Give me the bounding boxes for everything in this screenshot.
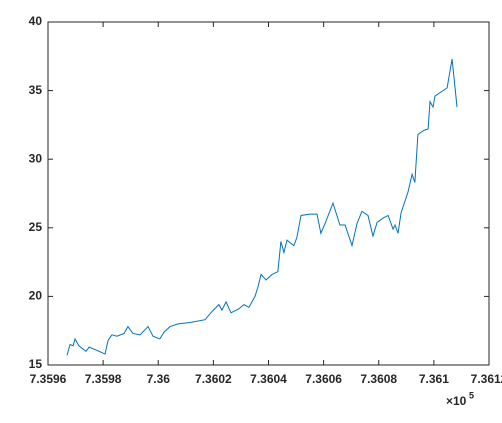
- y-tick-label: 40: [29, 14, 43, 28]
- y-tick-label: 20: [29, 289, 43, 303]
- x-tick-label: 7.3612: [471, 372, 502, 386]
- x-multiplier: ×10: [446, 394, 467, 408]
- data-line: [66, 58, 458, 356]
- x-tick-label: 7.3602: [195, 372, 232, 386]
- x-tick-label: 7.3596: [30, 372, 67, 386]
- plot-box: [47, 21, 490, 366]
- y-tick-label: 15: [29, 357, 43, 371]
- x-tick-label: 7.36: [147, 372, 171, 386]
- x-tick-label: 7.3598: [85, 372, 122, 386]
- x-tick-label: 7.3604: [250, 372, 287, 386]
- y-tick-label: 35: [29, 83, 43, 97]
- x-multiplier-exponent: 5: [469, 390, 474, 400]
- x-tick-label: 7.361: [419, 372, 449, 386]
- y-tick-label: 25: [29, 220, 43, 234]
- x-tick-label: 7.3606: [305, 372, 342, 386]
- x-tick-label: 7.3608: [360, 372, 397, 386]
- y-tick-label: 30: [29, 151, 43, 165]
